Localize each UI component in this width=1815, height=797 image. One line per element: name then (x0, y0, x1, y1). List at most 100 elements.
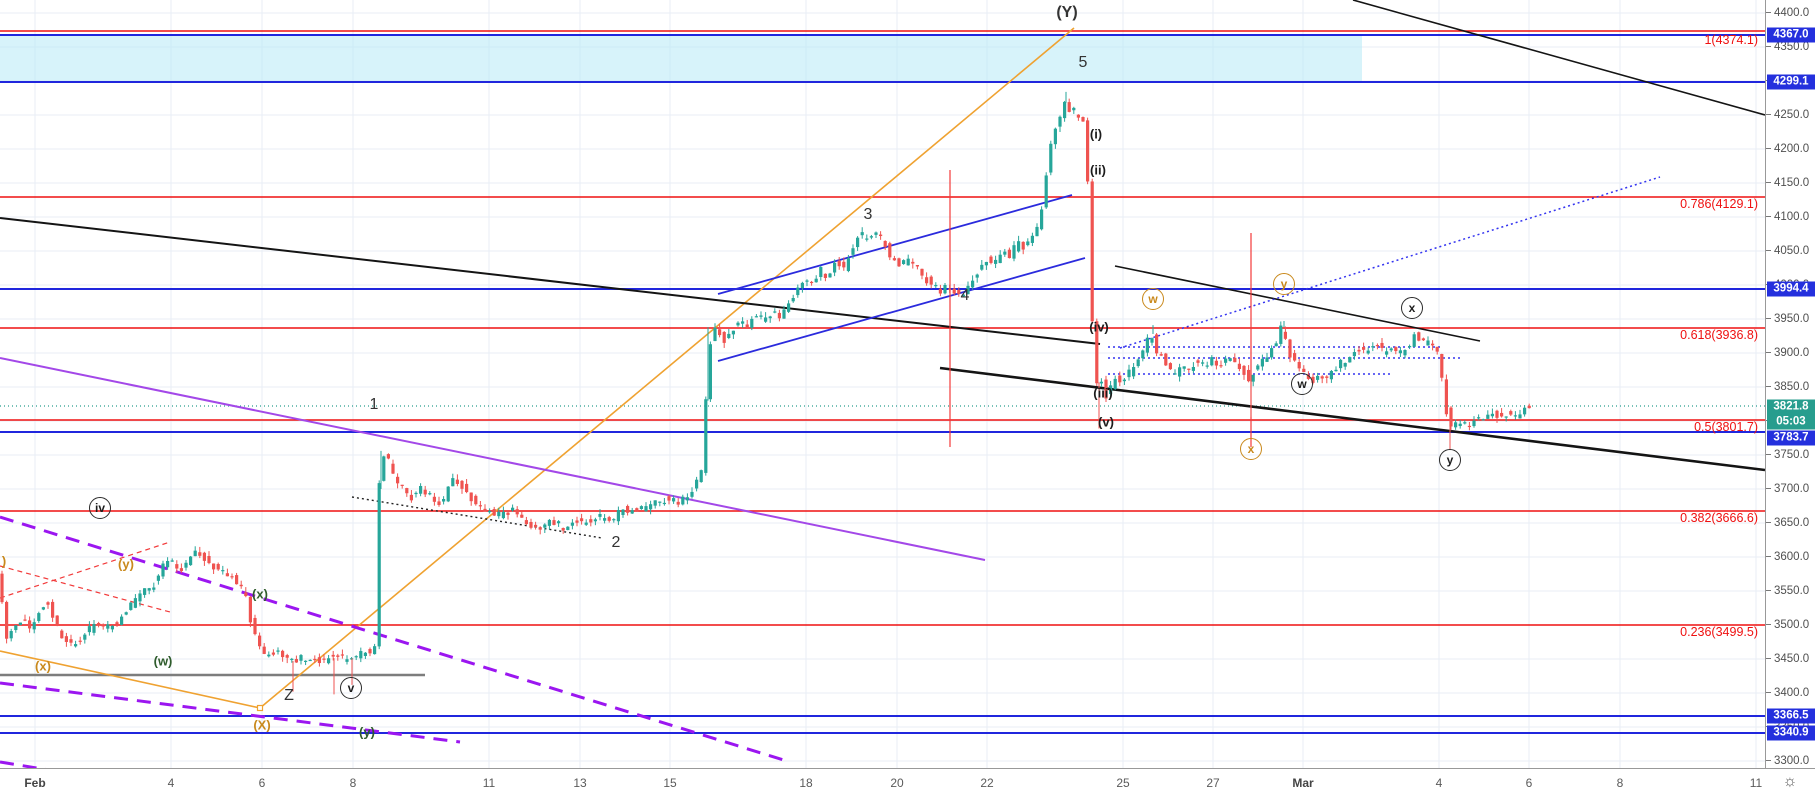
price-axis-tick: 3900.0 (1766, 347, 1809, 359)
candle-body (1431, 343, 1435, 346)
black-trendline-left[interactable] (0, 217, 1101, 345)
candle-body (101, 624, 105, 627)
candle-body (1228, 358, 1232, 361)
candle-body (520, 514, 524, 518)
candle-body (584, 522, 588, 525)
candle-body (460, 480, 464, 489)
settings-gear-icon[interactable]: ☼ (1782, 773, 1798, 790)
level-price-tag[interactable]: 3366.5 (1767, 708, 1815, 724)
candle-body (713, 327, 717, 342)
candle-body (1155, 334, 1159, 354)
candle-body (603, 518, 607, 521)
candle-body (1316, 375, 1320, 380)
purple-dashed-upper[interactable] (0, 515, 791, 764)
chart-canvas[interactable] (0, 0, 1765, 768)
candle-body (129, 602, 133, 610)
candle-body (156, 575, 160, 581)
candle-body (1523, 407, 1527, 415)
candle-body (1500, 412, 1504, 417)
level-price-tag[interactable]: 3783.7 (1767, 430, 1815, 446)
candle-body (1366, 350, 1370, 354)
candle-body (1150, 338, 1154, 343)
candle-body (1219, 365, 1223, 367)
candle-body (1086, 120, 1090, 182)
candle-body (492, 509, 496, 516)
black-trendline-short[interactable] (1114, 265, 1481, 342)
blue-channel-upper[interactable] (717, 194, 1073, 295)
candle-body (1113, 378, 1117, 390)
candle-body (906, 258, 910, 266)
candle-body (1421, 338, 1425, 341)
red-dashed-rising[interactable] (0, 541, 171, 599)
candle-body (612, 519, 616, 521)
purple-dashed-lower[interactable] (0, 760, 215, 768)
candle-body (1352, 352, 1356, 357)
candle-body (856, 237, 860, 248)
candle-body (354, 656, 358, 658)
black-trendline-topright[interactable] (1352, 0, 1765, 116)
price-axis[interactable]: 4400.04350.04300.04250.04200.04150.04100… (1765, 0, 1815, 768)
price-axis-tick: 3400.0 (1766, 687, 1809, 699)
blue-channel-lower[interactable] (717, 257, 1086, 362)
candle-body (966, 285, 970, 295)
candle-body (1435, 346, 1439, 352)
candle-body (184, 562, 188, 568)
candle-body (819, 267, 823, 278)
time-axis-label: 4 (1435, 776, 1443, 790)
candle-body (524, 520, 528, 525)
candle-body (626, 505, 630, 513)
candle-body (727, 333, 731, 339)
candle-body (133, 598, 137, 608)
candle-body (1288, 339, 1292, 358)
candle-body (1021, 241, 1025, 250)
candle-body (575, 520, 579, 523)
orange-falling-segment[interactable] (0, 650, 261, 709)
price-axis-tick: 3850.0 (1766, 381, 1809, 393)
current-price-tag[interactable]: 3821.8 (1767, 399, 1815, 415)
time-axis-label: Feb (24, 776, 46, 790)
candle-body (998, 254, 1002, 264)
candle-body (253, 617, 257, 635)
red-dashed-falling[interactable] (0, 565, 171, 613)
purple-solid[interactable] (0, 357, 986, 561)
candle-body (1081, 117, 1085, 122)
candle-body (235, 575, 239, 585)
candle-body (400, 484, 404, 486)
candle-body (225, 573, 229, 577)
level-price-tag[interactable]: 3340.9 (1767, 725, 1815, 741)
candle-body (1518, 414, 1522, 419)
black-trendline-right-thick[interactable] (939, 366, 1765, 472)
candle-body (934, 284, 938, 287)
candle-body (1477, 417, 1481, 419)
candle-body (258, 635, 262, 647)
candle-body (1095, 321, 1099, 384)
candle-body (248, 596, 252, 623)
candle-body (1035, 226, 1039, 237)
orange-rising-trendline[interactable] (259, 27, 1075, 709)
candle-body (1256, 365, 1260, 370)
candle-body (299, 655, 303, 661)
candle-body (1343, 362, 1347, 367)
level-price-tag[interactable]: 4299.1 (1767, 74, 1815, 90)
candle-body (106, 624, 110, 629)
current-price-tag[interactable]: 05:03 (1767, 414, 1815, 430)
black-dotted[interactable] (351, 496, 603, 539)
candle-body (1481, 419, 1485, 421)
purple-dashed-mid[interactable] (0, 681, 461, 744)
level-price-tag[interactable]: 4367.0 (1767, 27, 1815, 43)
candle-body (46, 602, 50, 605)
candle-body (1063, 101, 1067, 119)
candle-body (290, 658, 294, 661)
candle-body (345, 659, 349, 662)
level-price-tag[interactable]: 3994.4 (1767, 281, 1815, 297)
time-axis[interactable]: Feb 4 6 8 11 13 15 18 20 22 25 27 Mar 4 6 8 11 (0, 768, 1765, 797)
candle-body (994, 259, 998, 264)
candle-body (851, 248, 855, 255)
price-chart-plot[interactable]: (Y) 5 3 4 1 2 (i) (ii) (iv) (iii) (v) w y x x w y v iv (w)(… (0, 0, 1765, 768)
candle-body (1306, 374, 1310, 379)
candle-body (1196, 360, 1200, 363)
orange-vertex-handle[interactable] (256, 704, 264, 712)
candle-body (423, 489, 427, 495)
candle-body (1403, 350, 1407, 356)
candle-body (1279, 325, 1283, 344)
